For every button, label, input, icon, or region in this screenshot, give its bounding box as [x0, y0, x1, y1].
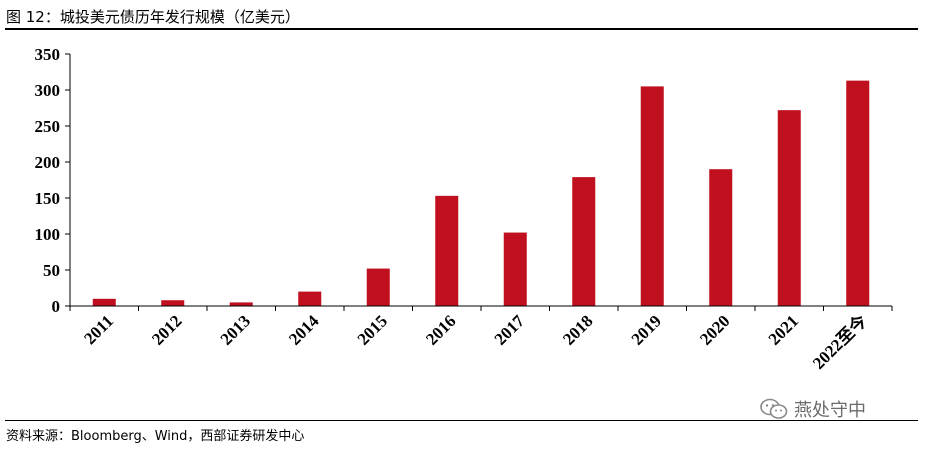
source-note: 资料来源：Bloomberg、Wind，西部证券研发中心: [6, 429, 305, 444]
y-tick-label: 50: [43, 261, 60, 280]
x-tick-label: 2016: [422, 311, 459, 348]
y-tick-label: 300: [35, 81, 61, 100]
bar-series: [92, 80, 870, 307]
x-tick-label: 2015: [354, 311, 391, 348]
y-tick-label: 150: [35, 189, 61, 208]
y-tick-label: 100: [35, 225, 61, 244]
y-tick-label: 350: [35, 45, 61, 64]
bar: [777, 110, 801, 306]
x-tick-label: 2012: [148, 311, 185, 348]
y-tick-label: 0: [52, 297, 61, 316]
bar: [572, 177, 596, 306]
watermark: 燕处守中: [760, 396, 866, 422]
bar: [709, 169, 733, 306]
x-tick-label: 2014: [285, 311, 323, 349]
x-tick-label: 2020: [696, 311, 733, 348]
x-tick-label: 2011: [80, 311, 117, 348]
bar: [298, 291, 322, 306]
bar: [640, 86, 664, 307]
bar: [92, 298, 116, 306]
bar: [846, 80, 870, 306]
source-rule: [5, 420, 918, 421]
x-tick-label: 2017: [491, 311, 529, 349]
x-tick-label: 2018: [559, 311, 596, 348]
bar: [435, 195, 459, 306]
figure-title: 图 12：城投美元债历年发行规模（亿美元）: [6, 8, 300, 26]
watermark-text: 燕处守中: [794, 400, 866, 421]
wechat-icon: [760, 398, 788, 419]
bar: [503, 232, 527, 306]
bar: [366, 268, 390, 306]
x-axis: 2011 2012 2013 2014 2015 2016 2017 2018 2019 2020…: [69, 305, 893, 373]
bar: [161, 300, 185, 306]
title-rule: [5, 28, 918, 30]
x-tick-label: 2013: [217, 311, 254, 348]
x-tick-label: 2019: [628, 311, 665, 348]
y-tick-label: 200: [35, 153, 61, 172]
x-tick-label: 2021: [765, 311, 802, 348]
y-tick-label: 250: [35, 117, 61, 136]
bar: [229, 302, 253, 306]
y-axis: 0 50 100 150 200 250 300 350: [35, 45, 71, 316]
x-tick-label: 2022至今: [808, 311, 870, 373]
